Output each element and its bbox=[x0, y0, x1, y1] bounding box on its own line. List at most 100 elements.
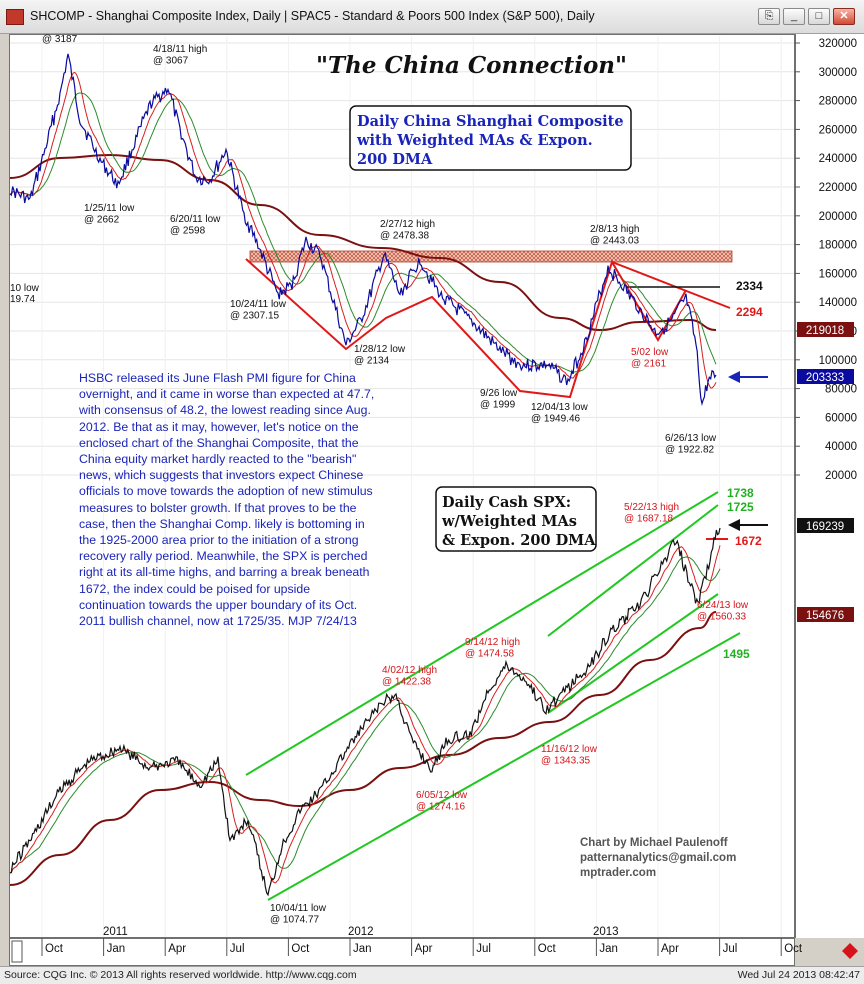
annotation-label: @ 3067 bbox=[153, 56, 189, 67]
x-gridlines bbox=[41, 36, 782, 937]
credit-line-1: Chart by Michael Paulenoff bbox=[580, 837, 728, 849]
status-bar: Source: CQG Inc. © 2013 All rights reser… bbox=[0, 966, 864, 984]
channel-upper-inner-line bbox=[547, 504, 719, 637]
annotation-label: 6/05/12 low bbox=[416, 790, 468, 801]
annotation-label: 12/04/13 low bbox=[531, 402, 588, 413]
level-1495-label: 1495 bbox=[723, 647, 750, 661]
annotation-label: 11/16/12 low bbox=[541, 744, 598, 755]
app-icon bbox=[6, 9, 24, 25]
spx-ema-tag bbox=[797, 607, 854, 622]
y-tick-label: 320000 bbox=[819, 38, 857, 50]
annotation-label: @ 2478.38 bbox=[380, 231, 430, 242]
annotation-label: @ 2134 bbox=[354, 356, 390, 367]
x-year-label: 2013 bbox=[593, 926, 619, 938]
annotation-label: @ 1343.35 bbox=[541, 756, 591, 767]
level-2294-label: 2294 bbox=[736, 305, 763, 319]
price-axis[interactable] bbox=[795, 34, 864, 938]
channel-upper-line bbox=[245, 491, 719, 776]
price-tags: 219018 203333 169239 154676 bbox=[797, 322, 854, 622]
headline: "The China Connection" bbox=[316, 52, 627, 79]
level-1738-label: 1738 bbox=[727, 486, 754, 500]
y-tick-label: 80000 bbox=[825, 384, 857, 396]
level-1672-label: 1672 bbox=[735, 534, 762, 548]
annotation-label: @ 1074.77 bbox=[270, 915, 320, 926]
annotation-label: @ 1560.33 bbox=[697, 612, 747, 623]
spx-last-tag-text: 169239 bbox=[806, 521, 844, 533]
shanghai-title-box: Daily China Shanghai Composite with Weig… bbox=[349, 105, 632, 171]
level-2334-label: 2334 bbox=[736, 279, 763, 293]
annotation-label: @ 1422.38 bbox=[382, 677, 432, 688]
x-month-label: Oct bbox=[538, 943, 557, 955]
shanghai-last-tag bbox=[797, 369, 854, 384]
x-month-label: Jul bbox=[476, 943, 491, 955]
partial-low-label: 10 low bbox=[10, 283, 40, 294]
shanghai-last-tag-text: 203333 bbox=[806, 372, 844, 384]
shanghai-box-line-1: Daily China Shanghai Composite bbox=[357, 113, 624, 130]
shanghai-ema-tag-text: 219018 bbox=[806, 325, 844, 337]
x-month-label: Oct bbox=[45, 943, 64, 955]
annotation-label: 10/04/11 low bbox=[270, 903, 327, 914]
annotation-label: 2/8/13 high bbox=[590, 224, 640, 235]
scroll-right-icon[interactable] bbox=[842, 943, 858, 959]
y-tick-label: 100000 bbox=[819, 355, 857, 367]
spx-arrow-head bbox=[728, 519, 740, 531]
shanghai-price-line bbox=[9, 53, 717, 406]
shanghai-annotations: @ 3187 1/25/11 low@ 2662 4/18/11 high@ 306… bbox=[42, 34, 717, 456]
x-month-label: Jul bbox=[723, 943, 738, 955]
channel-lower-inner-line bbox=[547, 593, 719, 714]
plot-area[interactable] bbox=[9, 34, 795, 938]
maximize-button[interactable]: □ bbox=[808, 8, 830, 25]
x-month-label: Oct bbox=[291, 943, 310, 955]
shanghai-box-line-3: 200 DMA bbox=[357, 151, 433, 168]
y-tick-label: 300000 bbox=[819, 67, 857, 79]
x-year-label: 2012 bbox=[348, 926, 374, 938]
downtrend-line bbox=[611, 261, 731, 309]
x-month-label: Apr bbox=[415, 943, 433, 955]
annotation-label: @ 2598 bbox=[170, 226, 206, 237]
y-tick-label: 160000 bbox=[819, 268, 857, 280]
annotation-label: @ 2443.03 bbox=[590, 236, 640, 247]
shanghai-wma-slow-line bbox=[9, 92, 717, 373]
time-axis[interactable] bbox=[9, 938, 795, 966]
spx-price-line bbox=[9, 527, 721, 897]
y-tick-label: 200000 bbox=[819, 211, 857, 223]
shanghai-ema-tag bbox=[797, 322, 854, 337]
scroll-thumb[interactable] bbox=[11, 940, 23, 963]
y-tick-label: 180000 bbox=[819, 240, 857, 252]
spx-title-box: Daily Cash SPX: w/Weighted MAs & Expon. … bbox=[435, 486, 597, 552]
y-tick-label: 40000 bbox=[825, 441, 857, 453]
timestamp-text: Wed Jul 24 2013 08:42:47 bbox=[737, 969, 860, 981]
annotation-label: 6/24/13 low bbox=[697, 600, 749, 611]
x-month-label: Jan bbox=[353, 943, 372, 955]
annotation-label: @ 2161 bbox=[631, 359, 667, 370]
x-month-label: Apr bbox=[661, 943, 679, 955]
annotation-label: 1/28/12 low bbox=[354, 344, 406, 355]
annotation-label: @ 1922.82 bbox=[665, 445, 715, 456]
restore-button[interactable]: ⎘ bbox=[758, 8, 780, 25]
annotation-label: @ 2307.15 bbox=[230, 311, 280, 322]
annotation-label: @ 1999 bbox=[480, 400, 516, 411]
x-month-label: Jan bbox=[107, 943, 126, 955]
x-month-label: Apr bbox=[168, 943, 186, 955]
x-month-label: Jan bbox=[599, 943, 618, 955]
annotation-label: 2/27/12 high bbox=[380, 219, 435, 230]
spx-ema200-line bbox=[9, 611, 717, 886]
annotation-label: 6/26/13 low bbox=[665, 433, 717, 444]
minimize-button[interactable]: _ bbox=[783, 8, 805, 25]
annotation-label: 9/26 low bbox=[480, 388, 518, 399]
x-month-label: Oct bbox=[784, 943, 803, 955]
resistance-zone bbox=[249, 250, 733, 263]
partial-low-value: 19.74 bbox=[10, 294, 35, 305]
y-tick-label: 20000 bbox=[825, 470, 857, 482]
annotation-label: @ 1949.46 bbox=[531, 414, 581, 425]
spx-ema-tag-text: 154676 bbox=[806, 610, 844, 622]
annotation-label: @ 1687.18 bbox=[624, 514, 674, 525]
y-tick-label: 240000 bbox=[819, 153, 857, 165]
spx-box-line-2: w/Weighted MAs bbox=[441, 513, 577, 530]
spx-annotations: 10/04/11 low@ 1074.77 4/02/12 high@ 1422.… bbox=[270, 502, 749, 926]
annotation-label: @ 1474.58 bbox=[465, 649, 515, 660]
close-button[interactable]: ✕ bbox=[833, 8, 855, 25]
shanghai-box-line-2: with Weighted MAs & Expon. bbox=[356, 132, 593, 149]
